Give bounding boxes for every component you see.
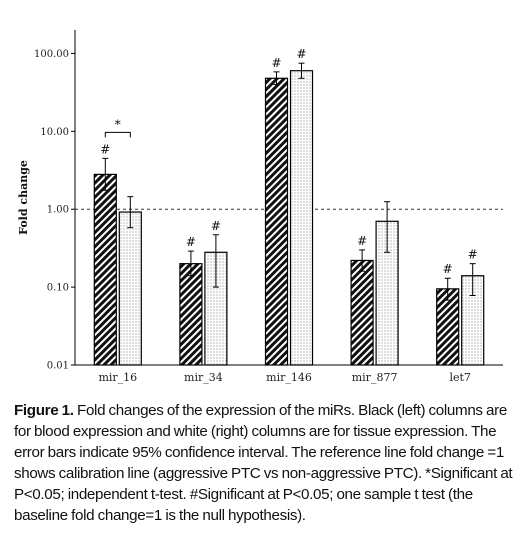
bar-dotted bbox=[289, 70, 314, 366]
significance-mark: # bbox=[211, 219, 221, 233]
x-tick-label: mir_146 bbox=[266, 371, 312, 384]
bar-hatched bbox=[350, 259, 374, 366]
significance-mark: # bbox=[468, 248, 478, 262]
significance-mark: # bbox=[100, 142, 110, 156]
significance-mark: # bbox=[357, 234, 367, 248]
bar-hatched bbox=[179, 263, 203, 366]
figure-caption: Figure 1. Fold changes of the expression… bbox=[14, 400, 516, 526]
significance-mark: # bbox=[296, 47, 306, 61]
significance-star: * bbox=[115, 117, 121, 131]
y-tick-label: 0.10 bbox=[47, 283, 69, 294]
significance-mark: # bbox=[271, 56, 281, 70]
caption-text: Fold changes of the expression of the mi… bbox=[14, 402, 513, 524]
caption-label: Figure 1. bbox=[14, 402, 74, 419]
y-axis-label: Fold change bbox=[17, 160, 30, 235]
y-tick-label: 1.00 bbox=[47, 205, 69, 216]
significance-bracket bbox=[104, 131, 131, 138]
bar-dotted bbox=[118, 211, 142, 366]
significance-mark: # bbox=[443, 262, 453, 276]
x-tick-label: mir_34 bbox=[184, 371, 223, 384]
x-tick-label: mir_16 bbox=[98, 371, 137, 384]
y-tick-label: 10.00 bbox=[40, 127, 69, 138]
bar-hatched bbox=[264, 77, 289, 366]
bar-chart: 0.01 0.10 1.00 10.00 100.00 Fold change # mir_1… bbox=[17, 30, 503, 384]
y-tick-label: 0.01 bbox=[47, 361, 69, 372]
bar-hatched bbox=[93, 173, 117, 366]
y-tick-label: 100.00 bbox=[34, 49, 69, 60]
significance-mark: # bbox=[186, 235, 196, 249]
figure: 0.01 0.10 1.00 10.00 100.00 Fold change # mir_1… bbox=[17, 30, 503, 384]
x-tick-label: let7 bbox=[449, 371, 470, 384]
x-tick-label: mir_877 bbox=[352, 371, 398, 384]
